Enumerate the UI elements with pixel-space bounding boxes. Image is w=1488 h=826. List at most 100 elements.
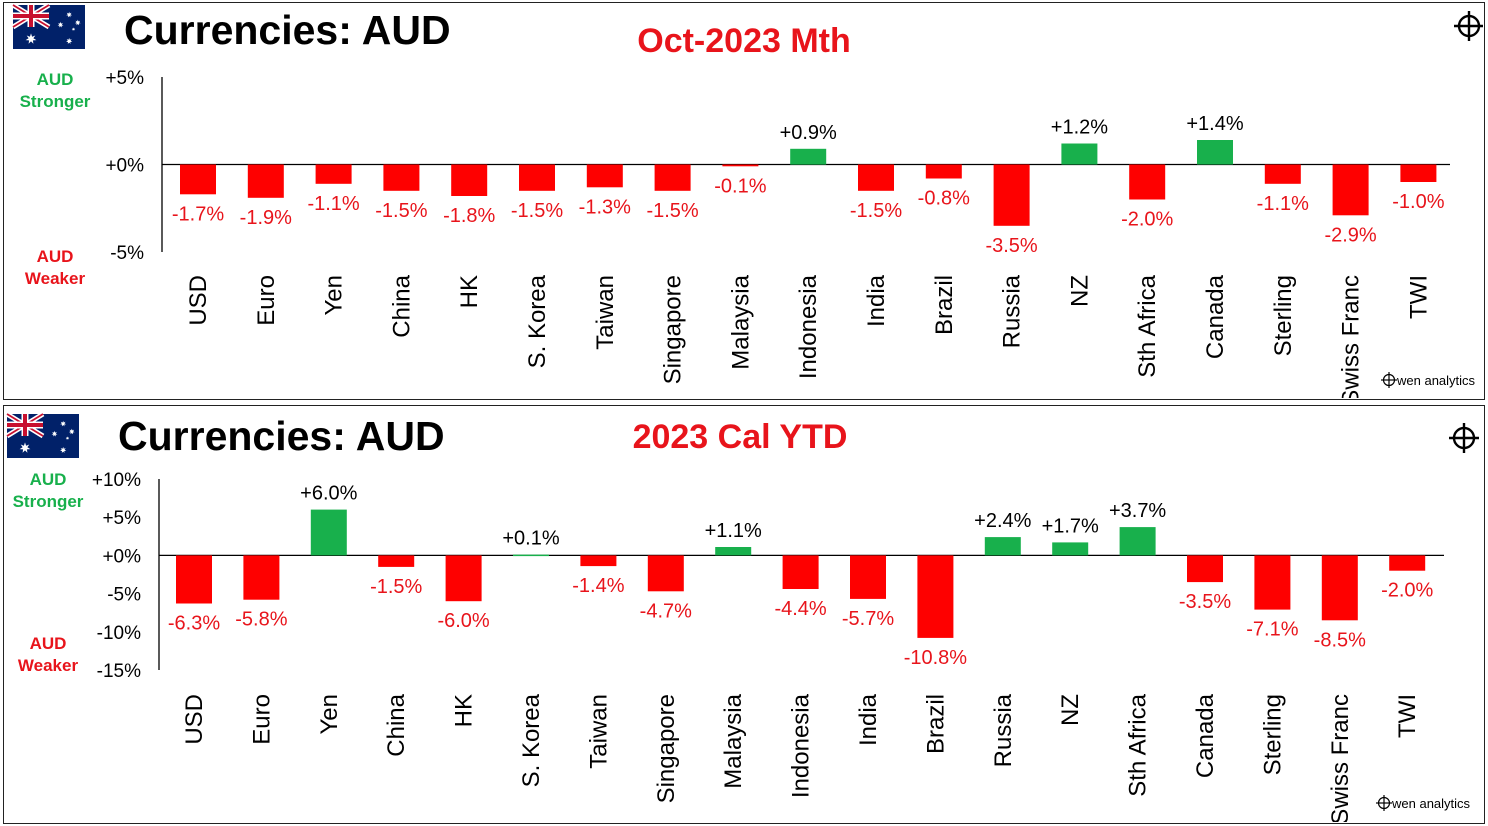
category-label: HK	[451, 694, 478, 727]
category-label: Yen	[316, 694, 343, 735]
data-label: -4.7%	[640, 600, 692, 622]
data-label: -1.0%	[1392, 191, 1444, 213]
chart-title: Currencies: AUD	[124, 7, 451, 53]
category-label: Russia	[990, 693, 1017, 767]
category-label: USD	[181, 694, 208, 745]
bar-usd	[176, 555, 212, 604]
flag-cross-red	[13, 14, 49, 18]
chart-panel-2023-ytd: Currencies: AUD 2023 Cal YTD AUD Stronger AU…	[3, 405, 1485, 824]
y-tick-label: -5%	[107, 585, 141, 606]
data-label: -2.9%	[1324, 224, 1376, 246]
bar-indonesia	[790, 148, 827, 165]
data-label: -0.8%	[918, 188, 970, 210]
aud-weaker-label: AUD	[30, 634, 67, 653]
category-label: Canada	[1192, 693, 1219, 778]
bar-nz	[1061, 143, 1098, 165]
flag-star	[68, 428, 75, 435]
bar-taiwan	[586, 164, 623, 188]
bar-sth-africa	[1119, 527, 1156, 556]
category-label: Sterling	[1270, 275, 1297, 356]
flag-star	[71, 27, 76, 31]
chart-subtitle: 2023 Cal YTD	[633, 418, 848, 456]
y-tick-label: +0%	[105, 156, 144, 177]
aud-stronger-label: Stronger	[13, 492, 84, 511]
bar-sterling	[1264, 164, 1301, 184]
bar-sth-africa	[1129, 164, 1166, 200]
data-label: +1.7%	[1042, 515, 1099, 537]
category-label: Singapore	[653, 694, 680, 803]
category-label: India	[855, 693, 882, 746]
category-label: Swiss Franc	[1338, 275, 1365, 398]
bar-brazil	[925, 164, 962, 179]
bar-malaysia	[722, 164, 759, 167]
data-label: -1.5%	[375, 200, 427, 222]
data-label: +1.4%	[1186, 113, 1243, 135]
y-tick-label: +10%	[92, 470, 141, 491]
data-label: -10.8%	[904, 647, 968, 669]
chart-canvas: Currencies: AUD Oct-2023 Mth AUD Stronger AU…	[11, 3, 1483, 398]
flag-star	[25, 33, 37, 44]
data-label: -3.5%	[985, 235, 1037, 257]
data-label: -1.5%	[511, 200, 563, 222]
data-label: -3.5%	[1179, 591, 1231, 613]
y-tick-label: +5%	[102, 508, 141, 529]
data-label: -1.5%	[646, 200, 698, 222]
bar-russia	[993, 164, 1030, 226]
bar-euro	[247, 164, 284, 198]
category-label: Brazil	[931, 275, 958, 335]
bar-nz	[1052, 542, 1089, 556]
australian-flag-icon	[5, 411, 79, 458]
australian-flag-icon	[11, 3, 85, 49]
bar-swiss-franc	[1332, 164, 1369, 216]
bar-canada	[1197, 140, 1233, 165]
data-label: +6.0%	[300, 483, 357, 505]
y-tick-label: -15%	[97, 661, 141, 682]
category-label: China	[383, 693, 410, 756]
data-label: -0.1%	[714, 175, 766, 197]
category-label: NZ	[1057, 694, 1084, 726]
data-label: -1.9%	[240, 207, 292, 229]
bar-twi	[1400, 164, 1437, 182]
flag-cross-red	[7, 423, 43, 427]
category-label: Taiwan	[592, 275, 619, 350]
bar-canada	[1187, 555, 1223, 583]
category-label: Brazil	[922, 694, 949, 754]
crosshair-icon	[1454, 11, 1483, 41]
chart-canvas: Currencies: AUD 2023 Cal YTD AUD Stronger AU…	[5, 411, 1479, 822]
flag-star	[57, 21, 64, 28]
flag-star	[66, 11, 73, 18]
category-label: Russia	[999, 274, 1026, 348]
chart-subtitle: Oct-2023 Mth	[637, 22, 851, 60]
category-label: TWI	[1405, 275, 1432, 319]
crosshair-icon	[1449, 423, 1479, 453]
data-label: -1.5%	[370, 576, 422, 598]
credit-text: wen analytics	[1396, 373, 1476, 388]
data-label: -1.3%	[579, 196, 631, 218]
category-label: Sterling	[1259, 694, 1286, 775]
category-label: Euro	[253, 275, 280, 326]
flag-star	[19, 442, 31, 453]
flag-star	[60, 446, 67, 453]
category-label: HK	[456, 275, 483, 308]
category-label: S. Korea	[524, 274, 551, 368]
category-label: Indonesia	[788, 693, 815, 798]
data-label: -4.4%	[774, 598, 826, 620]
bar-sterling	[1254, 555, 1291, 610]
data-label: -1.1%	[1257, 193, 1309, 215]
data-label: +2.4%	[974, 510, 1031, 532]
bar-yen	[315, 164, 352, 184]
category-label: Indonesia	[795, 274, 822, 379]
category-label: Swiss Franc	[1327, 694, 1354, 822]
data-label: -1.7%	[172, 203, 224, 225]
aud-stronger-label: AUD	[30, 470, 67, 489]
bar-s-korea	[519, 164, 555, 191]
bar-twi	[1389, 555, 1426, 571]
category-label: Sth Africa	[1134, 274, 1161, 377]
chart-panel-oct-2023: Currencies: AUD Oct-2023 Mth AUD Stronger AU…	[3, 2, 1485, 400]
flag-star	[65, 436, 70, 440]
y-tick-label: -5%	[110, 243, 144, 264]
data-label: -7.1%	[1246, 619, 1298, 641]
data-label: +1.2%	[1051, 117, 1108, 139]
data-label: +0.9%	[780, 122, 837, 144]
category-label: India	[863, 274, 890, 327]
